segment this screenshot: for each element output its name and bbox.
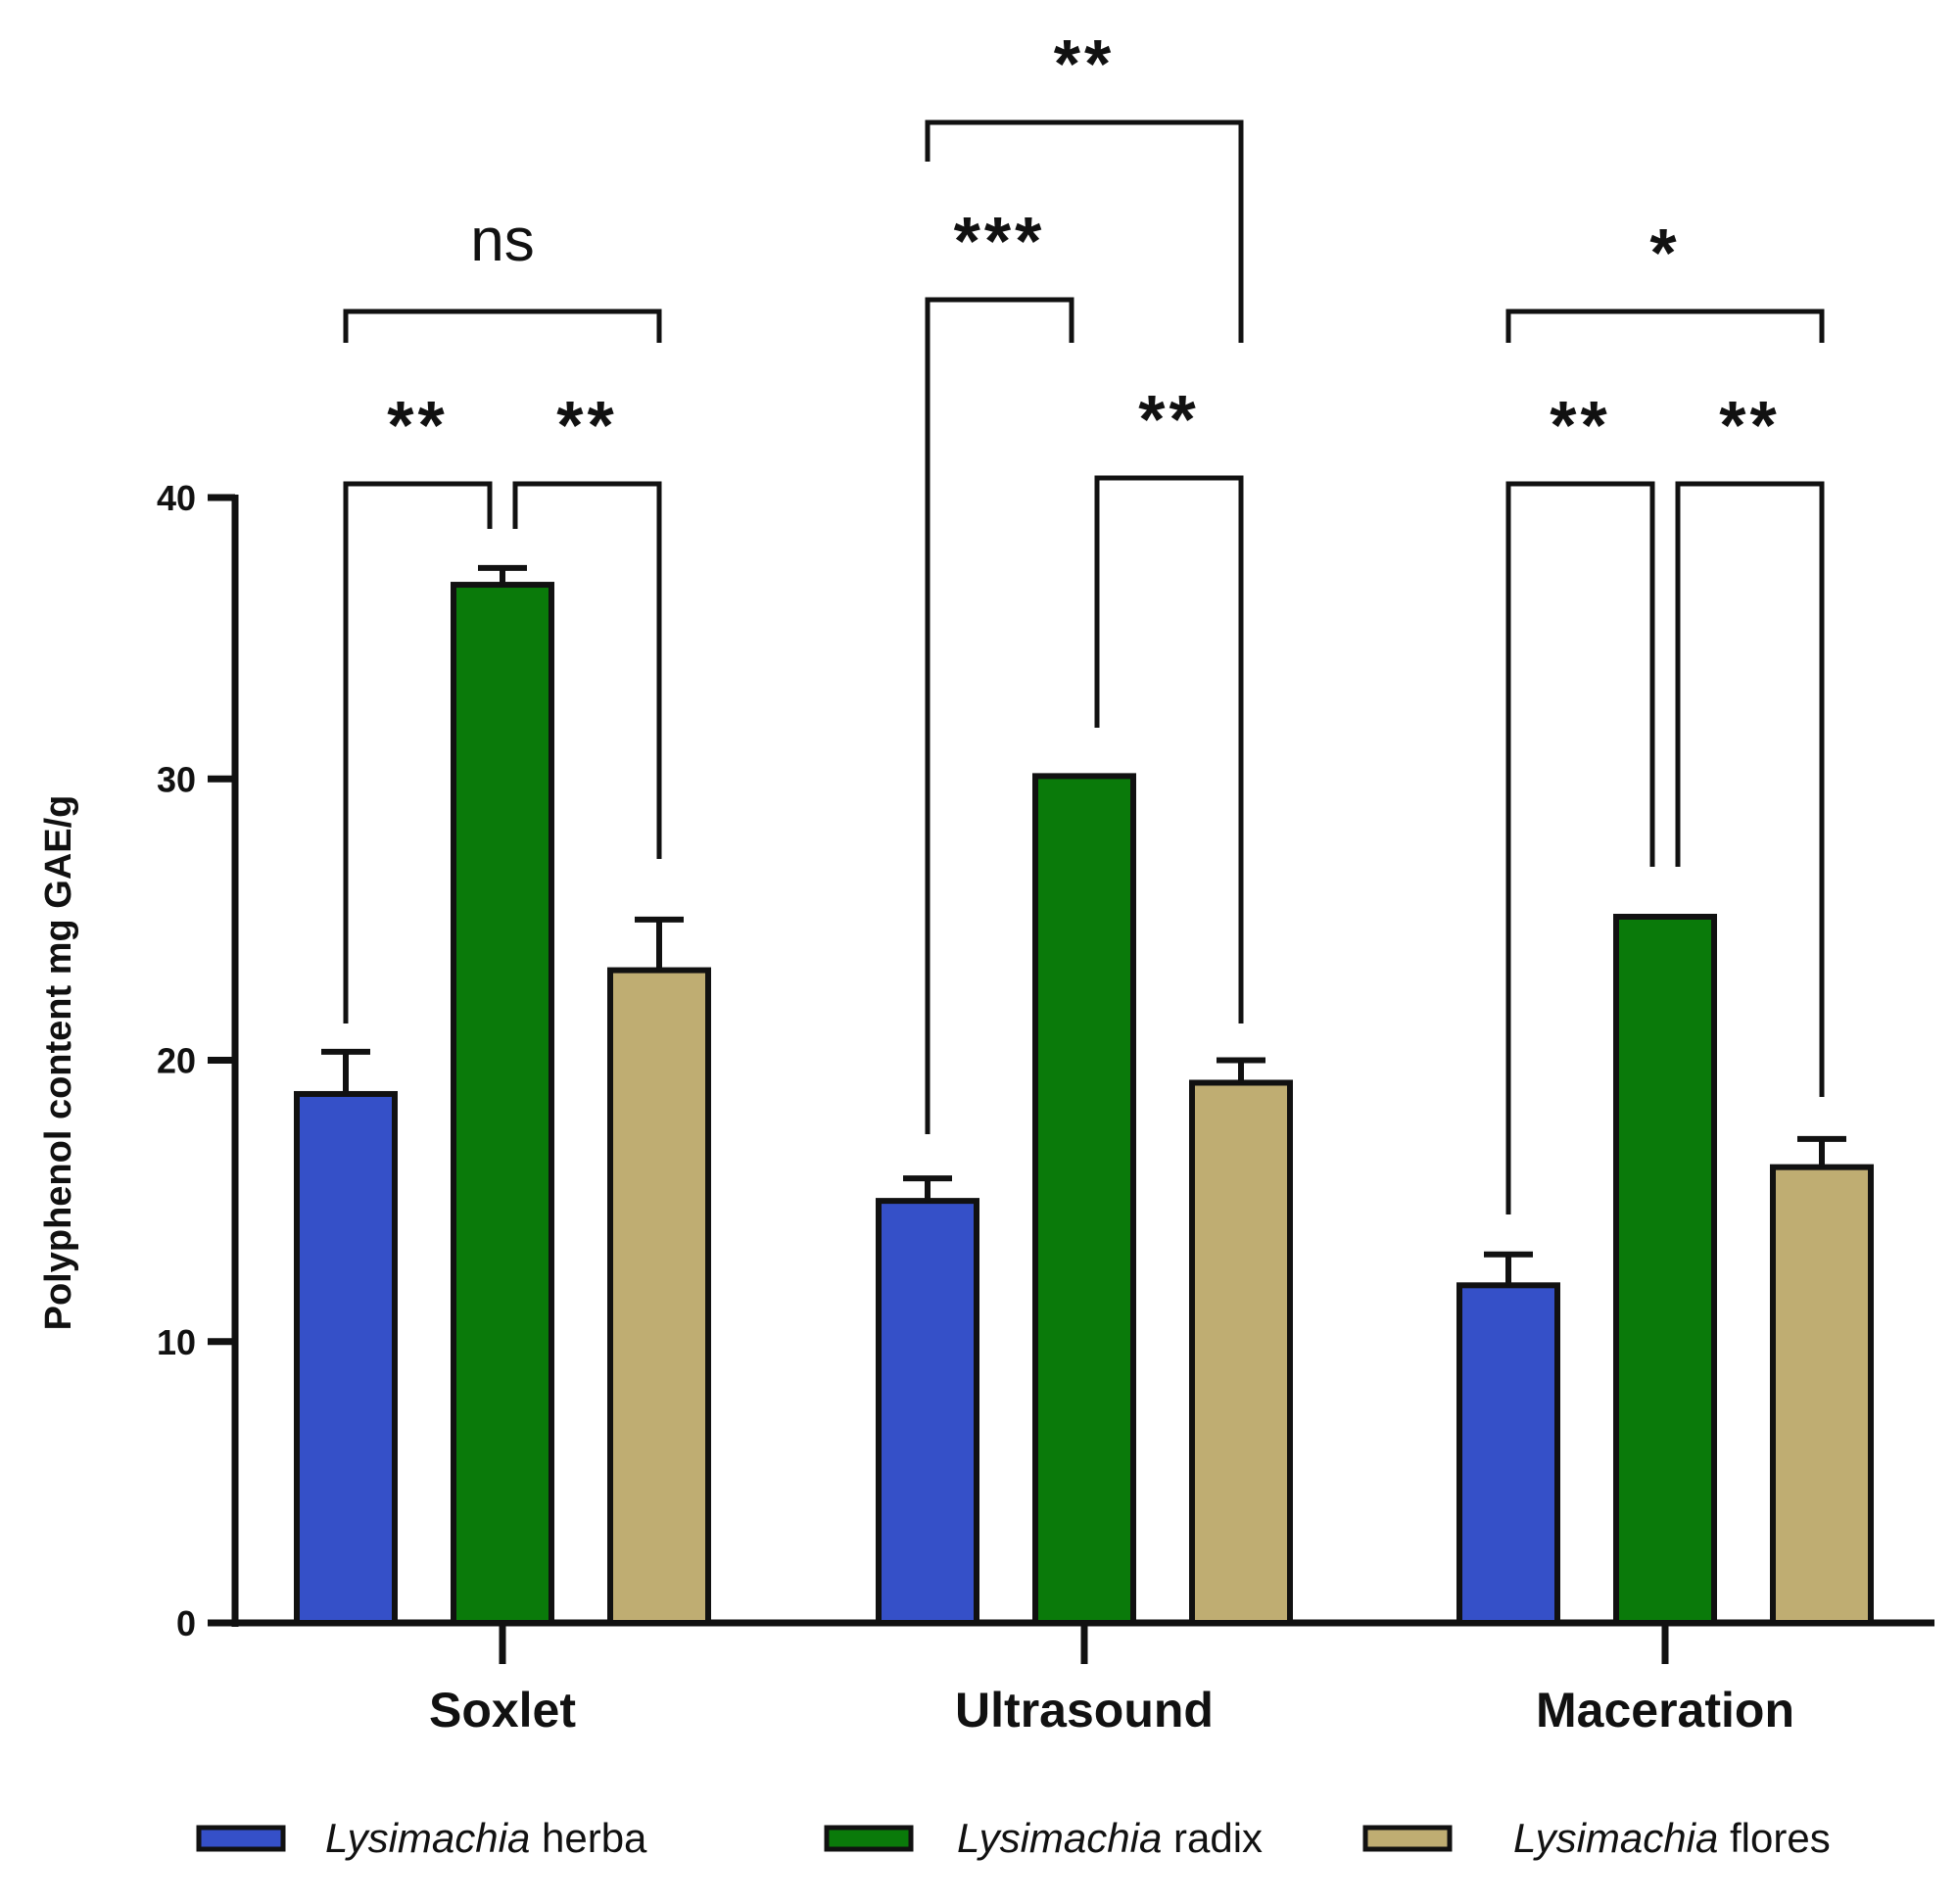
significance-label: *** — [954, 203, 1046, 279]
bar — [294, 1090, 398, 1626]
legend-label: Lysimachia herba — [325, 1815, 647, 1861]
legend-label-part: herba — [542, 1815, 647, 1861]
bar — [1456, 1282, 1560, 1627]
legend-swatch — [196, 1825, 286, 1852]
significance-label: ns — [470, 207, 534, 274]
significance-bracket — [925, 297, 1074, 1134]
legend-label-part: radix — [1173, 1815, 1263, 1861]
significance-bracket — [1505, 309, 1825, 343]
significance-label: ** — [1054, 25, 1115, 102]
significance-bracket — [512, 481, 662, 859]
legend-label: Lysimachia radix — [957, 1815, 1263, 1861]
x-category-label: Ultrasound — [955, 1683, 1214, 1737]
legend-swatch — [824, 1825, 914, 1852]
legend-swatch — [1362, 1825, 1453, 1852]
y-tick-label: 20 — [157, 1041, 196, 1081]
significance-label: ** — [1138, 381, 1199, 457]
significance-label: ** — [1719, 387, 1780, 463]
legend-label-genus: Lysimachia — [325, 1815, 530, 1861]
y-tick-label: 30 — [157, 759, 196, 799]
significance-bracket — [1094, 475, 1244, 1023]
bar — [607, 967, 711, 1626]
y-tick-label: 0 — [176, 1603, 196, 1643]
significance-bracket — [925, 119, 1244, 343]
significance-label: ** — [387, 387, 448, 463]
bar — [1770, 1164, 1874, 1627]
legend-label-genus: Lysimachia — [957, 1815, 1162, 1861]
legend-label-genus: Lysimachia — [1513, 1815, 1718, 1861]
significance-bracket — [1505, 481, 1655, 1214]
bar — [876, 1198, 979, 1626]
significance-bracket — [343, 481, 493, 1023]
y-tick-label: 10 — [157, 1322, 196, 1362]
significance-bracket — [343, 309, 662, 343]
x-category-label: Soxlet — [429, 1683, 576, 1737]
significance-bracket — [1675, 481, 1825, 1097]
bar — [1189, 1079, 1293, 1626]
bar — [1032, 773, 1136, 1626]
legend-label: Lysimachia flores — [1513, 1815, 1831, 1861]
bar — [451, 582, 554, 1626]
y-tick-label: 40 — [157, 478, 196, 518]
x-category-label: Maceration — [1536, 1683, 1794, 1737]
y-axis-title: Polyphenol content mg GAE/g — [38, 795, 79, 1331]
significance-label: ** — [556, 387, 617, 463]
legend-label-part: flores — [1730, 1815, 1831, 1861]
significance-label: ** — [1550, 387, 1610, 463]
significance-label: * — [1649, 214, 1680, 291]
bar — [1613, 914, 1717, 1626]
